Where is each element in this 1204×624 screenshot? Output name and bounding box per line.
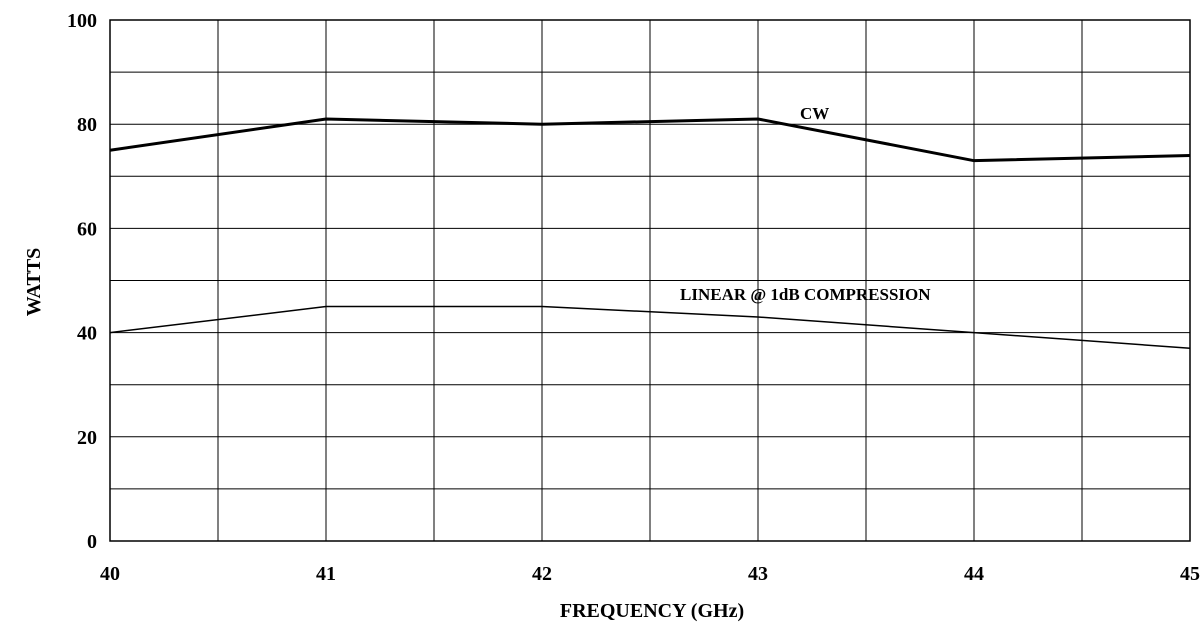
y-tick-label: 60 [77, 218, 97, 240]
plot-border [109, 19, 1191, 542]
x-tick-label: 45 [1180, 563, 1200, 585]
series-label-cw: CW [800, 104, 829, 123]
series-line-linear [109, 305, 1191, 349]
x-tick-labels: 40 41 42 43 44 45 [100, 563, 1200, 585]
series-line-cw [109, 117, 1191, 163]
x-tick-label: 41 [316, 563, 336, 585]
y-tick-label: 0 [87, 531, 97, 553]
x-tick-label: 42 [532, 563, 552, 585]
y-tick-label: 20 [77, 427, 97, 449]
y-tick-label: 80 [77, 114, 97, 136]
y-tick-label: 100 [67, 10, 97, 32]
y-tick-labels: 0 20 40 60 80 100 [67, 10, 97, 553]
x-tick-label: 43 [748, 563, 768, 585]
x-axis-title: FREQUENCY (GHz) [560, 600, 744, 622]
x-tick-label: 44 [964, 563, 984, 585]
grid-lines [110, 20, 1190, 541]
plot-frame [109, 19, 1191, 542]
series-label-linear: LINEAR @ 1dB COMPRESSION [680, 285, 931, 304]
y-tick-label: 40 [77, 323, 97, 345]
x-tick-label: 40 [100, 563, 120, 585]
series-lines [109, 117, 1191, 349]
y-axis-title: WATTS [23, 248, 45, 317]
